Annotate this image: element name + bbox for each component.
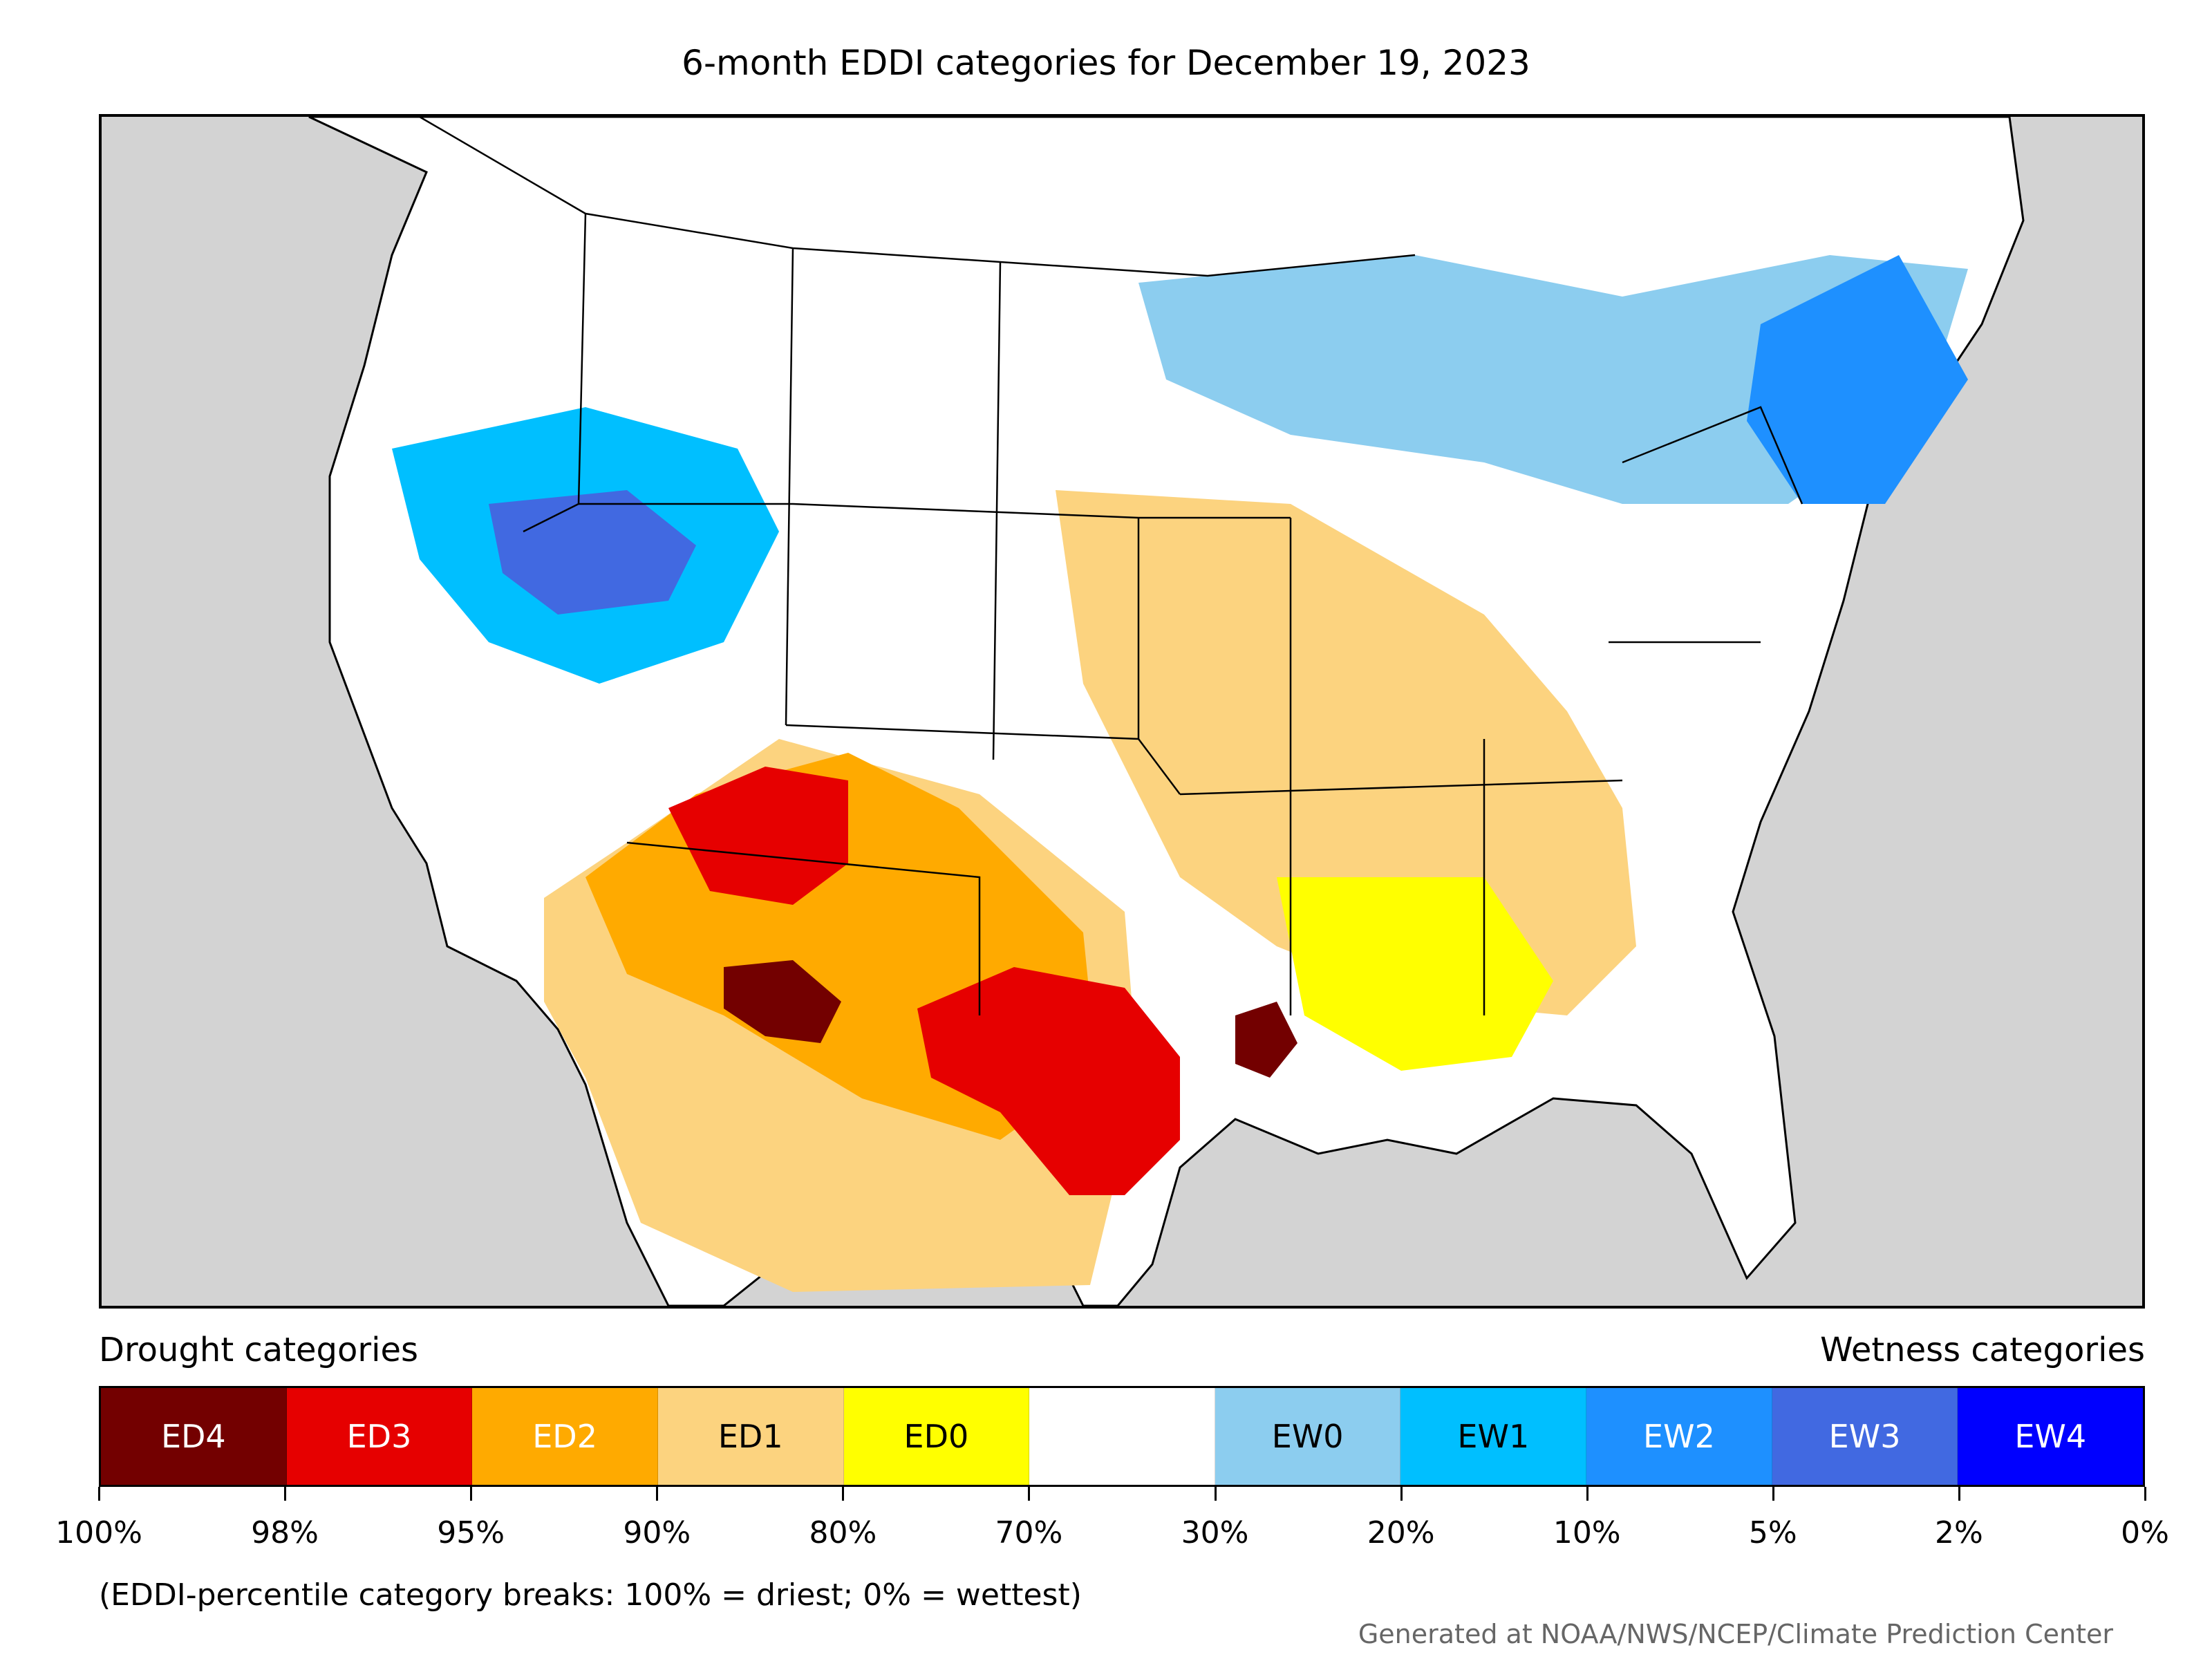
- boundary-lines: [419, 117, 1803, 1015]
- colorbar-tick: [1400, 1487, 1403, 1501]
- colorbar-tick-label: 20%: [1367, 1515, 1435, 1550]
- ed1-midwest: [1056, 490, 1636, 1015]
- colorbar-tick: [284, 1487, 287, 1501]
- colorbar-tick: [1214, 1487, 1217, 1501]
- colorbar-tick-label: 0%: [2121, 1515, 2169, 1550]
- map-panel: [99, 114, 2145, 1309]
- colorbar-tick: [842, 1487, 845, 1501]
- category-swatch-ed1: ED1: [657, 1388, 844, 1485]
- colorbar-tick: [1028, 1487, 1031, 1501]
- ed3-texas: [917, 967, 1180, 1195]
- colorbar-tick-label: 30%: [1181, 1515, 1249, 1550]
- colorbar-tick-label: 80%: [809, 1515, 877, 1550]
- category-swatch-normal: [1029, 1388, 1215, 1485]
- category-colorbar: ED4 ED3 ED2 ED1 ED0 EW0 EW1 EW2 EW3 EW4: [99, 1386, 2145, 1487]
- colorbar-tick-label: 10%: [1553, 1515, 1621, 1550]
- colorbar-tick-label: 70%: [995, 1515, 1063, 1550]
- colorbar-tick: [1772, 1487, 1774, 1501]
- colorbar-tick-label: 98%: [251, 1515, 319, 1550]
- category-swatch-ew1: EW1: [1400, 1388, 1587, 1485]
- colorbar-tick: [1958, 1487, 1960, 1501]
- category-swatch-ew2: EW2: [1586, 1388, 1772, 1485]
- ew2-newengland: [1747, 255, 1968, 504]
- colorbar-tick-label: 100%: [55, 1515, 142, 1550]
- category-swatch-ed3: ED3: [286, 1388, 473, 1485]
- category-swatch-ew3: EW3: [1772, 1388, 1958, 1485]
- colorbar-tick-label: 95%: [437, 1515, 505, 1550]
- colorbar-tick: [656, 1487, 659, 1501]
- eddi-map: [102, 117, 2142, 1306]
- category-breaks-note: (EDDI-percentile category breaks: 100% =…: [99, 1577, 1082, 1613]
- map-title: 6-month EDDI categories for December 19,…: [682, 43, 1530, 83]
- colorbar-tick-label: 5%: [1748, 1515, 1797, 1550]
- category-swatch-ed4: ED4: [101, 1388, 287, 1485]
- ed3-fourcorners: [668, 767, 848, 905]
- colorbar-tick: [470, 1487, 473, 1501]
- ed4-southwest-core: [724, 960, 841, 1043]
- colorbar-tick-label: 2%: [1935, 1515, 1983, 1550]
- colorbar-tick: [98, 1487, 100, 1501]
- ed4-louisiana-core: [1235, 1002, 1297, 1078]
- colorbar-tick-label: 90%: [623, 1515, 691, 1550]
- drought-categories-label: Drought categories: [99, 1331, 418, 1369]
- credit-line: Generated at NOAA/NWS/NCEP/Climate Predi…: [1358, 1619, 2113, 1649]
- category-swatch-ed2: ED2: [472, 1388, 658, 1485]
- colorbar-tick: [2144, 1487, 2146, 1501]
- category-swatch-ew0: EW0: [1215, 1388, 1401, 1485]
- category-swatch-ew4: EW4: [1958, 1388, 2144, 1485]
- wetness-categories-label: Wetness categories: [1820, 1331, 2145, 1369]
- colorbar-ticks: [98, 1487, 2146, 1501]
- category-swatch-ed0: ED0: [843, 1388, 1030, 1485]
- colorbar-tick: [1586, 1487, 1588, 1501]
- ew3-greatbasin-core: [489, 490, 696, 615]
